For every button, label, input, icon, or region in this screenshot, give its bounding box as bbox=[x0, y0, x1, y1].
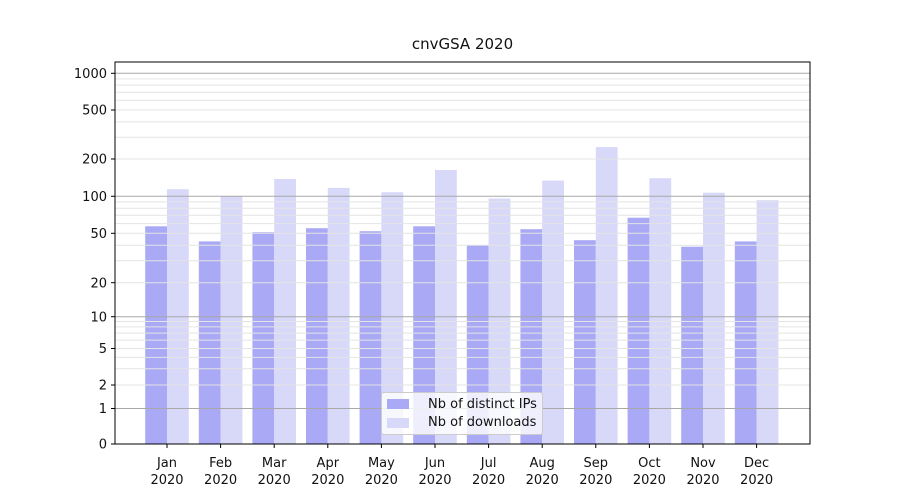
y-tick-label: 2 bbox=[99, 379, 107, 394]
y-tick-label: 50 bbox=[90, 227, 107, 242]
bar-distinct-ips-feb bbox=[198, 241, 221, 444]
legend: Nb of distinct IPs Nb of downloads bbox=[381, 392, 543, 435]
x-tick-label-year: 2020 bbox=[526, 473, 559, 488]
legend-label-distinct-ips: Nb of distinct IPs bbox=[428, 396, 537, 412]
y-tick-label: 5 bbox=[99, 342, 107, 357]
x-tick-label-month: Oct bbox=[638, 456, 660, 471]
axis-layer bbox=[111, 61, 811, 448]
bar-downloads-may bbox=[381, 192, 404, 444]
y-tick-label: 10 bbox=[90, 310, 107, 325]
bar-downloads-aug bbox=[542, 180, 564, 444]
y-tick-label: 1 bbox=[99, 402, 107, 417]
bar-distinct-ips-mar bbox=[252, 232, 275, 444]
bar-downloads-feb bbox=[220, 196, 243, 444]
x-tick-label-year: 2020 bbox=[686, 473, 719, 488]
bar-downloads-mar bbox=[274, 179, 296, 444]
x-tick-label-year: 2020 bbox=[311, 473, 344, 488]
tick-labels-layer: 0 1 2 5 10 20 50 100 200 500 1000 Jan 2020 Feb 2020 Mar… bbox=[74, 67, 773, 488]
x-tick-label-month: Jul bbox=[480, 456, 497, 471]
legend-label-downloads: Nb of downloads bbox=[428, 415, 537, 431]
plot-border bbox=[114, 61, 811, 445]
bar-downloads-nov bbox=[703, 192, 725, 444]
bar-distinct-ips-nov bbox=[681, 246, 703, 444]
bar-downloads-sep bbox=[595, 147, 618, 444]
x-tick-label-year: 2020 bbox=[418, 473, 451, 488]
bar-distinct-ips-jan bbox=[145, 226, 167, 444]
x-tick-label-month: Dec bbox=[744, 456, 769, 471]
x-tick-label-year: 2020 bbox=[579, 473, 612, 488]
x-tick-label-month: Jun bbox=[424, 456, 445, 471]
bar-distinct-ips-may bbox=[359, 231, 382, 444]
x-tick-label-year: 2020 bbox=[365, 473, 398, 488]
y-tick-label: 100 bbox=[82, 190, 107, 205]
x-tick-label-month: Apr bbox=[317, 456, 340, 471]
bar-distinct-ips-apr bbox=[306, 228, 328, 444]
x-tick-label-year: 2020 bbox=[258, 473, 291, 488]
bar-distinct-ips-sep bbox=[574, 240, 596, 444]
legend-item-downloads: Nb of downloads bbox=[382, 414, 542, 433]
x-tick-label-month: Feb bbox=[209, 456, 232, 471]
x-tick-label-year: 2020 bbox=[150, 473, 183, 488]
bar-distinct-ips-oct bbox=[627, 217, 650, 444]
x-tick-label-year: 2020 bbox=[740, 473, 773, 488]
x-tick-label-month: Jan bbox=[156, 456, 177, 471]
x-tick-label-month: Aug bbox=[530, 456, 555, 471]
y-tick-label: 1000 bbox=[74, 67, 107, 82]
grid-layer bbox=[115, 72, 810, 409]
legend-swatch-distinct-ips bbox=[387, 399, 409, 410]
y-tick-label: 200 bbox=[82, 153, 107, 168]
bar-downloads-jun bbox=[435, 170, 457, 444]
x-tick-label-month: Sep bbox=[584, 456, 609, 471]
y-tick-label: 0 bbox=[99, 438, 107, 453]
y-tick-label: 500 bbox=[82, 104, 107, 119]
bar-downloads-apr bbox=[327, 187, 350, 444]
bar-distinct-ips-jun bbox=[413, 226, 435, 444]
bar-distinct-ips-dec bbox=[734, 241, 757, 444]
x-tick-label-year: 2020 bbox=[472, 473, 505, 488]
legend-item-distinct-ips: Nb of distinct IPs bbox=[382, 395, 542, 414]
chart-title: cnvGSA 2020 bbox=[411, 35, 514, 53]
legend-swatch-downloads bbox=[387, 417, 409, 428]
x-tick-label-month: Mar bbox=[262, 456, 287, 471]
x-tick-label-month: Nov bbox=[690, 456, 716, 471]
x-tick-label-year: 2020 bbox=[204, 473, 237, 488]
bar-downloads-oct bbox=[649, 178, 672, 444]
y-tick-label: 20 bbox=[90, 276, 107, 291]
x-tick-label-year: 2020 bbox=[633, 473, 666, 488]
x-tick-label-month: May bbox=[368, 456, 395, 471]
